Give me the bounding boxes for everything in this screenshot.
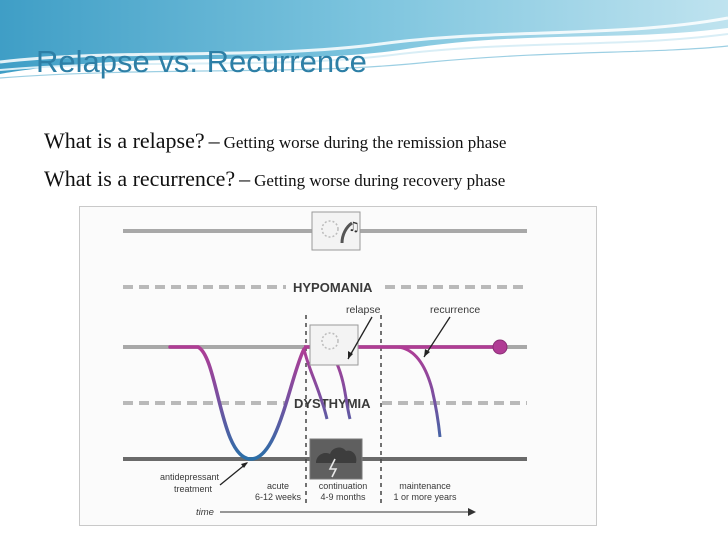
header-wave-banner bbox=[0, 0, 728, 79]
antidepressant-arrowhead bbox=[241, 462, 248, 468]
antidepressant-arrow bbox=[219, 462, 248, 486]
storm-cloud-mood-icon bbox=[309, 438, 363, 480]
antidepressant-label-line2: treatment bbox=[174, 484, 213, 494]
relapse-arrowhead bbox=[348, 351, 353, 359]
time-axis-arrowhead bbox=[468, 508, 476, 516]
time-axis-label: time bbox=[196, 507, 214, 518]
svg-text:♫: ♫ bbox=[348, 220, 360, 235]
bullet-question: What is a recurrence? bbox=[44, 166, 236, 191]
bullet-separator: – bbox=[208, 128, 220, 153]
relapse-annotation: relapse bbox=[346, 304, 381, 316]
phase-maintenance-duration: 1 or more years bbox=[393, 492, 457, 502]
bullet-answer: Getting worse during the remission phase bbox=[223, 133, 507, 152]
recurrence-arrowhead bbox=[424, 349, 430, 357]
phase-acute-name: acute bbox=[267, 481, 289, 491]
bullet-question: What is a relapse? bbox=[44, 128, 205, 153]
relapse-curve-1 bbox=[302, 348, 329, 420]
sun-neutral-mood-icon bbox=[309, 324, 359, 366]
slide-title: Relapse vs. Recurrence bbox=[36, 44, 367, 79]
mood-course-diagram: HYPOMANIA DYSTHYMIA ♫ bbox=[79, 206, 597, 526]
recurrence-annotation: recurrence bbox=[430, 304, 480, 316]
sun-music-mood-icon: ♫ bbox=[311, 211, 361, 251]
antidepressant-label-line1: antidepressant bbox=[160, 472, 220, 482]
diagram-canvas: HYPOMANIA DYSTHYMIA ♫ bbox=[123, 211, 527, 518]
bullet-relapse: What is a relapse? – Getting worse durin… bbox=[44, 128, 506, 154]
hypomania-label: HYPOMANIA bbox=[293, 280, 373, 295]
mood-course-curve bbox=[168, 345, 306, 461]
phase-continuation-name: continuation bbox=[319, 481, 368, 491]
endpoint-marker bbox=[492, 339, 508, 355]
dysthymia-label: DYSTHYMIA bbox=[294, 396, 371, 411]
bullet-recurrence: What is a recurrence? – Getting worse du… bbox=[44, 166, 505, 192]
relapse-arrow bbox=[347, 316, 373, 360]
bullet-answer: Getting worse during recovery phase bbox=[254, 171, 506, 190]
phase-maintenance-name: maintenance bbox=[399, 481, 451, 491]
recurrence-curve bbox=[397, 345, 442, 438]
bullet-separator: – bbox=[239, 166, 251, 191]
phase-continuation-duration: 4-9 months bbox=[320, 492, 366, 502]
phase-acute-duration: 6-12 weeks bbox=[255, 492, 302, 502]
recurrence-arrow bbox=[423, 316, 451, 358]
